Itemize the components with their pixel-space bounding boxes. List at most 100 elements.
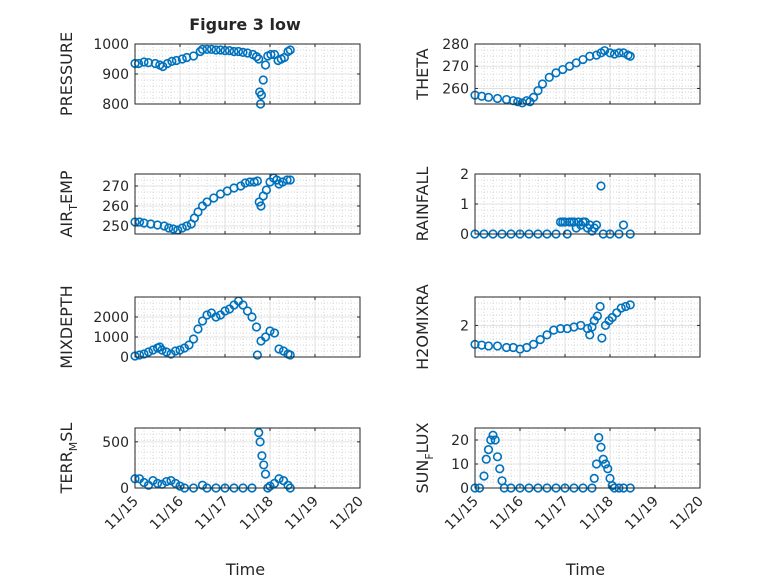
data-point [555, 323, 566, 334]
subplot-pressure: 800 900 1000 PRESSURE [57, 32, 361, 116]
data-point [479, 471, 489, 481]
data-point [188, 334, 199, 344]
data-point [266, 49, 276, 60]
data-point [182, 221, 192, 231]
y-tick-label: 0 [460, 481, 469, 497]
plot-area [475, 428, 700, 488]
data-point [238, 47, 248, 58]
x-axis-label: Time [225, 560, 265, 579]
y-tick-label: 270 [102, 179, 129, 195]
subplot-rainfall: 0 1 2 RAINFALL [413, 167, 701, 243]
data-point [596, 181, 606, 191]
y-tick-label: 0 [120, 350, 129, 366]
data-point [585, 330, 595, 340]
data-point [265, 326, 275, 336]
axes-box [134, 296, 361, 358]
y-tick-label: 0 [460, 227, 469, 243]
y-axis-label: H2OMIXRA [413, 284, 432, 370]
plot-area [135, 174, 360, 234]
data-point [177, 223, 187, 233]
data-point [202, 197, 212, 207]
y-tick-label: 1 [460, 197, 469, 213]
y-tick-label: 280 [442, 37, 469, 53]
x-tick-label: 11/20 [667, 494, 707, 534]
data-point [197, 44, 208, 55]
y-axis-label: RAINFALL [413, 167, 432, 242]
y-tick-label: 1000 [93, 37, 129, 53]
data-point [274, 474, 284, 484]
data-point [260, 60, 271, 70]
data-point [599, 46, 610, 56]
data-point [161, 347, 172, 357]
x-tick-label: 11/17 [532, 494, 572, 534]
subplot-theta: 260 270 280 THETA [413, 37, 701, 108]
data-point [605, 48, 615, 58]
data-point [215, 45, 226, 55]
x-tick-label: 11/19 [282, 494, 322, 534]
x-tick-label: 11/19 [622, 494, 662, 534]
data-point [211, 312, 221, 322]
y-tick-label: 250 [102, 219, 129, 235]
data-point [274, 344, 284, 354]
data-point [134, 217, 145, 227]
data-point [269, 328, 280, 338]
data-point [598, 454, 608, 464]
x-tick-label: 11/16 [487, 493, 527, 533]
data-point [170, 346, 181, 356]
data-point [134, 350, 145, 360]
data-point [285, 175, 295, 185]
data-point [254, 428, 264, 438]
data-point [609, 49, 620, 59]
data-point [621, 301, 631, 312]
data-point [256, 90, 267, 100]
data-point [258, 75, 268, 85]
data-point [560, 217, 570, 227]
data-point [229, 46, 239, 57]
y-axis-label: AIRTEMP [57, 170, 80, 237]
data-point [255, 437, 265, 447]
data-point [492, 341, 503, 351]
y-axis-label: THETA [413, 48, 432, 100]
y-tick-label: 2 [460, 318, 469, 334]
data-point [161, 476, 172, 487]
data-point [175, 345, 185, 355]
data-point [285, 45, 295, 55]
data-point [481, 454, 491, 464]
y-tick-label: 900 [102, 67, 129, 83]
subplot-mixdepth: 0 1000 2000 MIXDEPTH [57, 285, 361, 369]
data-point [166, 476, 176, 486]
subplot-terrmsl: 11/15 11/16 11/17 11/18 11/19 11/20 0 500 TERRMS… [57, 423, 367, 579]
data-point [535, 335, 545, 345]
data-point [591, 220, 602, 230]
data-point [513, 97, 523, 107]
x-tick-label: 11/16 [147, 493, 187, 533]
data-point [591, 50, 602, 60]
data-point [528, 339, 539, 349]
data-point [544, 72, 554, 82]
data-point [600, 459, 611, 469]
y-tick-label: 2000 [93, 310, 129, 326]
data-point [533, 86, 543, 96]
data-point [202, 44, 212, 55]
data-point [242, 306, 253, 316]
data-point [238, 300, 248, 310]
data-point [492, 452, 503, 462]
data-point [159, 221, 169, 231]
subplot-sunflux: 11/15 11/16 11/17 11/18 11/19 11/20 0 10 20 SUNFL… [413, 422, 707, 579]
data-point [242, 48, 253, 58]
axes-box [474, 43, 701, 105]
y-tick-label: 20 [451, 433, 469, 449]
data-point [542, 330, 552, 340]
data-point [618, 220, 629, 230]
y-axis-label: TERRMSL [57, 423, 80, 495]
subplot-h2omixra: 2 H2OMIXRA [413, 284, 701, 370]
data-point [625, 51, 635, 61]
y-tick-label: 2 [460, 167, 469, 183]
y-tick-label: 0 [120, 481, 129, 497]
data-point [150, 58, 160, 69]
axes-box [474, 427, 701, 489]
data-point [188, 51, 199, 61]
data-point [148, 476, 158, 486]
y-tick-label: 260 [442, 81, 469, 97]
